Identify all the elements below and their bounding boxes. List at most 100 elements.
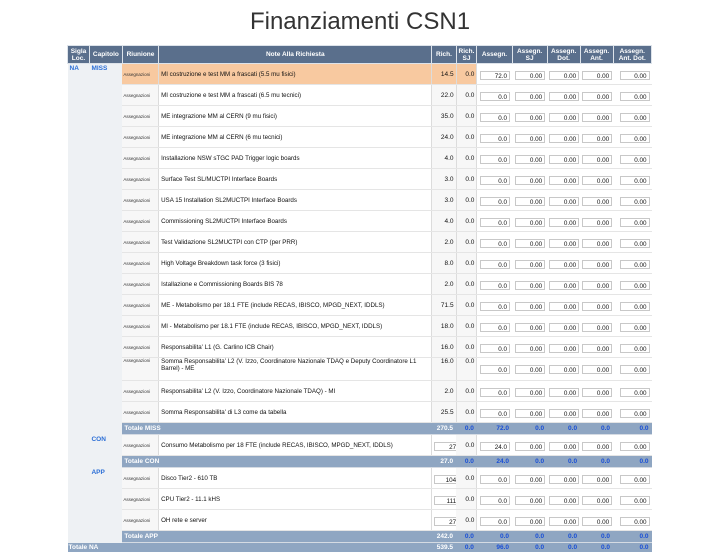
assegn-ant-input[interactable]: 0.00 [582,155,612,164]
assegn-ant-dot-input[interactable]: 0.00 [620,388,650,397]
assegn-dot-input[interactable]: 0.00 [549,409,579,418]
assegn-ant-input[interactable]: 0.00 [582,260,612,269]
assegn-dot-input[interactable]: 0.00 [549,323,579,332]
assegn-ant-input[interactable]: 0.00 [582,442,612,451]
assegn-dot-input[interactable]: 0.00 [549,517,579,526]
assegn-dot-input[interactable]: 0.00 [549,113,579,122]
assegn-ant-dot-input[interactable]: 0.00 [620,496,650,505]
assegn-sj-input[interactable]: 0.00 [515,176,545,185]
assegn-dot-input[interactable]: 0.00 [549,134,579,143]
assegn-sj-input[interactable]: 0.00 [515,302,545,311]
assegn-input[interactable]: 0.0 [480,134,510,143]
assegn-ant-dot-input[interactable]: 0.00 [620,197,650,206]
assegn-sj-input[interactable]: 0.00 [515,475,545,484]
assegn-ant-input[interactable]: 0.00 [582,218,612,227]
assegn-ant-dot-input[interactable]: 0.00 [620,344,650,353]
assegn-input[interactable]: 0.0 [480,323,510,332]
assegn-ant-dot-input[interactable]: 0.00 [620,113,650,122]
assegn-ant-input[interactable]: 0.00 [582,365,612,374]
assegn-ant-input[interactable]: 0.00 [582,113,612,122]
assegn-ant-dot-input[interactable]: 0.00 [620,475,650,484]
assegn-ant-dot-input[interactable]: 0.00 [620,281,650,290]
assegn-dot-input[interactable]: 0.00 [549,302,579,311]
assegn-sj-input[interactable]: 0.00 [515,496,545,505]
assegn-sj-input[interactable]: 0.00 [515,442,545,451]
assegn-sj-input[interactable]: 0.00 [515,71,545,80]
assegn-ant-dot-input[interactable]: 0.00 [620,260,650,269]
assegn-input[interactable]: 0.0 [480,344,510,353]
assegn-dot-input[interactable]: 0.00 [549,155,579,164]
assegn-ant-dot-input[interactable]: 0.00 [620,409,650,418]
assegn-input[interactable]: 0.0 [480,409,510,418]
assegn-input[interactable]: 0.0 [480,302,510,311]
assegn-input[interactable]: 0.0 [480,281,510,290]
assegn-input[interactable]: 0.0 [480,496,510,505]
assegn-ant-input[interactable]: 0.00 [582,176,612,185]
assegn-sj-input[interactable]: 0.00 [515,388,545,397]
assegn-ant-dot-input[interactable]: 0.00 [620,92,650,101]
assegn-ant-dot-input[interactable]: 0.00 [620,323,650,332]
assegn-ant-dot-input[interactable]: 0.00 [620,239,650,248]
assegn-sj-input[interactable]: 0.00 [515,134,545,143]
assegn-dot-input[interactable]: 0.00 [549,218,579,227]
assegn-dot-input[interactable]: 0.00 [549,260,579,269]
assegn-ant-dot-input[interactable]: 0.00 [620,517,650,526]
assegn-ant-dot-input[interactable]: 0.00 [620,218,650,227]
assegn-input[interactable]: 0.0 [480,218,510,227]
assegn-sj-input[interactable]: 0.00 [515,239,545,248]
rich-input[interactable]: 111.0 [434,496,456,505]
assegn-sj-input[interactable]: 0.00 [515,92,545,101]
assegn-input[interactable]: 0.0 [480,239,510,248]
assegn-sj-input[interactable]: 0.00 [515,409,545,418]
assegn-ant-dot-input[interactable]: 0.00 [620,302,650,311]
assegn-input[interactable]: 0.0 [480,365,510,374]
assegn-ant-dot-input[interactable]: 0.00 [620,71,650,80]
assegn-sj-input[interactable]: 0.00 [515,113,545,122]
assegn-input[interactable]: 0.0 [480,197,510,206]
assegn-ant-input[interactable]: 0.00 [582,344,612,353]
assegn-dot-input[interactable]: 0.00 [549,442,579,451]
assegn-ant-input[interactable]: 0.00 [582,517,612,526]
assegn-input[interactable]: 0.0 [480,176,510,185]
assegn-sj-input[interactable]: 0.00 [515,344,545,353]
assegn-input[interactable]: 0.0 [480,260,510,269]
assegn-ant-input[interactable]: 0.00 [582,409,612,418]
assegn-ant-input[interactable]: 0.00 [582,323,612,332]
assegn-dot-input[interactable]: 0.00 [549,388,579,397]
assegn-ant-dot-input[interactable]: 0.00 [620,442,650,451]
assegn-input[interactable]: 0.0 [480,388,510,397]
assegn-input[interactable]: 0.0 [480,92,510,101]
assegn-dot-input[interactable]: 0.00 [549,496,579,505]
rich-input[interactable]: 27.0 [434,442,456,451]
assegn-ant-input[interactable]: 0.00 [582,496,612,505]
assegn-input[interactable]: 0.0 [480,517,510,526]
assegn-ant-input[interactable]: 0.00 [582,302,612,311]
assegn-sj-input[interactable]: 0.00 [515,197,545,206]
assegn-dot-input[interactable]: 0.00 [549,239,579,248]
assegn-input[interactable]: 0.0 [480,113,510,122]
rich-input[interactable]: 104.0 [434,475,456,484]
assegn-ant-dot-input[interactable]: 0.00 [620,176,650,185]
assegn-ant-input[interactable]: 0.00 [582,475,612,484]
assegn-sj-input[interactable]: 0.00 [515,155,545,164]
assegn-ant-input[interactable]: 0.00 [582,388,612,397]
assegn-input[interactable]: 24.0 [480,442,510,451]
assegn-dot-input[interactable]: 0.00 [549,197,579,206]
assegn-sj-input[interactable]: 0.00 [515,281,545,290]
assegn-dot-input[interactable]: 0.00 [549,71,579,80]
assegn-sj-input[interactable]: 0.00 [515,323,545,332]
assegn-ant-input[interactable]: 0.00 [582,281,612,290]
assegn-dot-input[interactable]: 0.00 [549,281,579,290]
assegn-sj-input[interactable]: 0.00 [515,517,545,526]
assegn-ant-input[interactable]: 0.00 [582,197,612,206]
assegn-sj-input[interactable]: 0.00 [515,218,545,227]
assegn-ant-dot-input[interactable]: 0.00 [620,155,650,164]
assegn-dot-input[interactable]: 0.00 [549,344,579,353]
assegn-dot-input[interactable]: 0.00 [549,92,579,101]
assegn-dot-input[interactable]: 0.00 [549,475,579,484]
assegn-dot-input[interactable]: 0.00 [549,365,579,374]
assegn-ant-input[interactable]: 0.00 [582,92,612,101]
assegn-input[interactable]: 0.0 [480,155,510,164]
assegn-ant-input[interactable]: 0.00 [582,134,612,143]
assegn-dot-input[interactable]: 0.00 [549,176,579,185]
